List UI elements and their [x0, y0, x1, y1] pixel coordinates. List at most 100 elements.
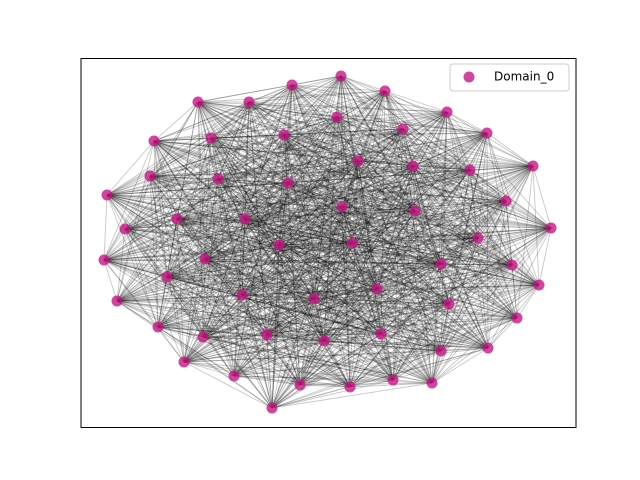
edge [157, 326, 394, 381]
edge [336, 116, 414, 167]
edge [204, 165, 534, 260]
edge [124, 75, 342, 230]
edge [103, 259, 325, 342]
edge [283, 134, 442, 352]
edge [323, 264, 513, 342]
edge [349, 264, 513, 388]
edge [244, 218, 489, 349]
edge [149, 175, 235, 377]
edge [233, 101, 250, 377]
edge [244, 218, 378, 290]
edge [248, 101, 414, 167]
edge [446, 111, 518, 319]
edge [448, 237, 479, 305]
edge [341, 160, 359, 208]
edge [384, 90, 442, 352]
edge [291, 84, 382, 335]
edge [505, 165, 534, 202]
edge [217, 178, 351, 388]
edge [204, 258, 243, 296]
edge [116, 132, 488, 302]
edge [166, 84, 293, 278]
edge [124, 228, 513, 266]
edge [197, 101, 212, 139]
edge [204, 242, 353, 260]
edge [341, 206, 518, 319]
edge [197, 101, 518, 319]
edge [149, 175, 507, 202]
edge [183, 132, 488, 363]
edge [448, 132, 488, 305]
edge [149, 116, 338, 177]
edge [414, 210, 433, 384]
edge [202, 210, 416, 338]
node [308, 293, 320, 305]
node [228, 370, 240, 382]
edge [106, 194, 552, 229]
edge [266, 160, 359, 336]
edge [197, 101, 359, 162]
edge [392, 350, 442, 381]
edge [266, 116, 338, 336]
edge [351, 132, 488, 244]
edge [341, 165, 414, 208]
edge [291, 84, 416, 212]
node [111, 295, 123, 307]
edge [376, 200, 507, 290]
edge [166, 116, 338, 278]
edge [511, 264, 540, 286]
edge [183, 84, 293, 363]
edge [103, 259, 168, 278]
edge [183, 263, 442, 363]
edge [287, 182, 479, 239]
edge [233, 134, 285, 377]
node [407, 160, 419, 172]
edge [380, 333, 394, 381]
edge [266, 317, 518, 336]
edge [287, 182, 518, 319]
edge [197, 101, 343, 208]
edge [299, 160, 359, 386]
edge [210, 137, 301, 386]
edge [287, 182, 325, 342]
plot-frame [80, 58, 577, 428]
edge [516, 165, 534, 319]
edge [299, 200, 507, 386]
edge [116, 140, 155, 302]
edge [341, 206, 351, 388]
edge [244, 218, 325, 342]
edge [124, 228, 168, 278]
edge [486, 132, 507, 202]
edge [323, 128, 404, 342]
edge [157, 284, 540, 328]
edge [313, 298, 325, 342]
edge [283, 75, 342, 136]
edge [414, 200, 507, 212]
edge [511, 264, 518, 319]
edge [106, 194, 126, 230]
edge [233, 375, 301, 386]
edge [241, 101, 250, 296]
edge [176, 218, 206, 260]
edge [217, 178, 552, 229]
edge [440, 165, 534, 265]
edge [402, 128, 433, 384]
edge [414, 165, 534, 212]
edge [299, 75, 342, 386]
edge [241, 169, 471, 296]
edge [414, 132, 488, 212]
edge [241, 294, 394, 381]
edge [197, 75, 342, 103]
edge [166, 276, 442, 352]
node [441, 106, 453, 118]
edge [210, 137, 268, 336]
edge [103, 182, 289, 261]
edge [341, 206, 540, 286]
edge [336, 116, 404, 130]
node [472, 232, 484, 244]
edge [271, 210, 416, 409]
edge [244, 218, 315, 300]
edge [278, 242, 353, 246]
edge [183, 237, 479, 363]
node [199, 253, 211, 265]
